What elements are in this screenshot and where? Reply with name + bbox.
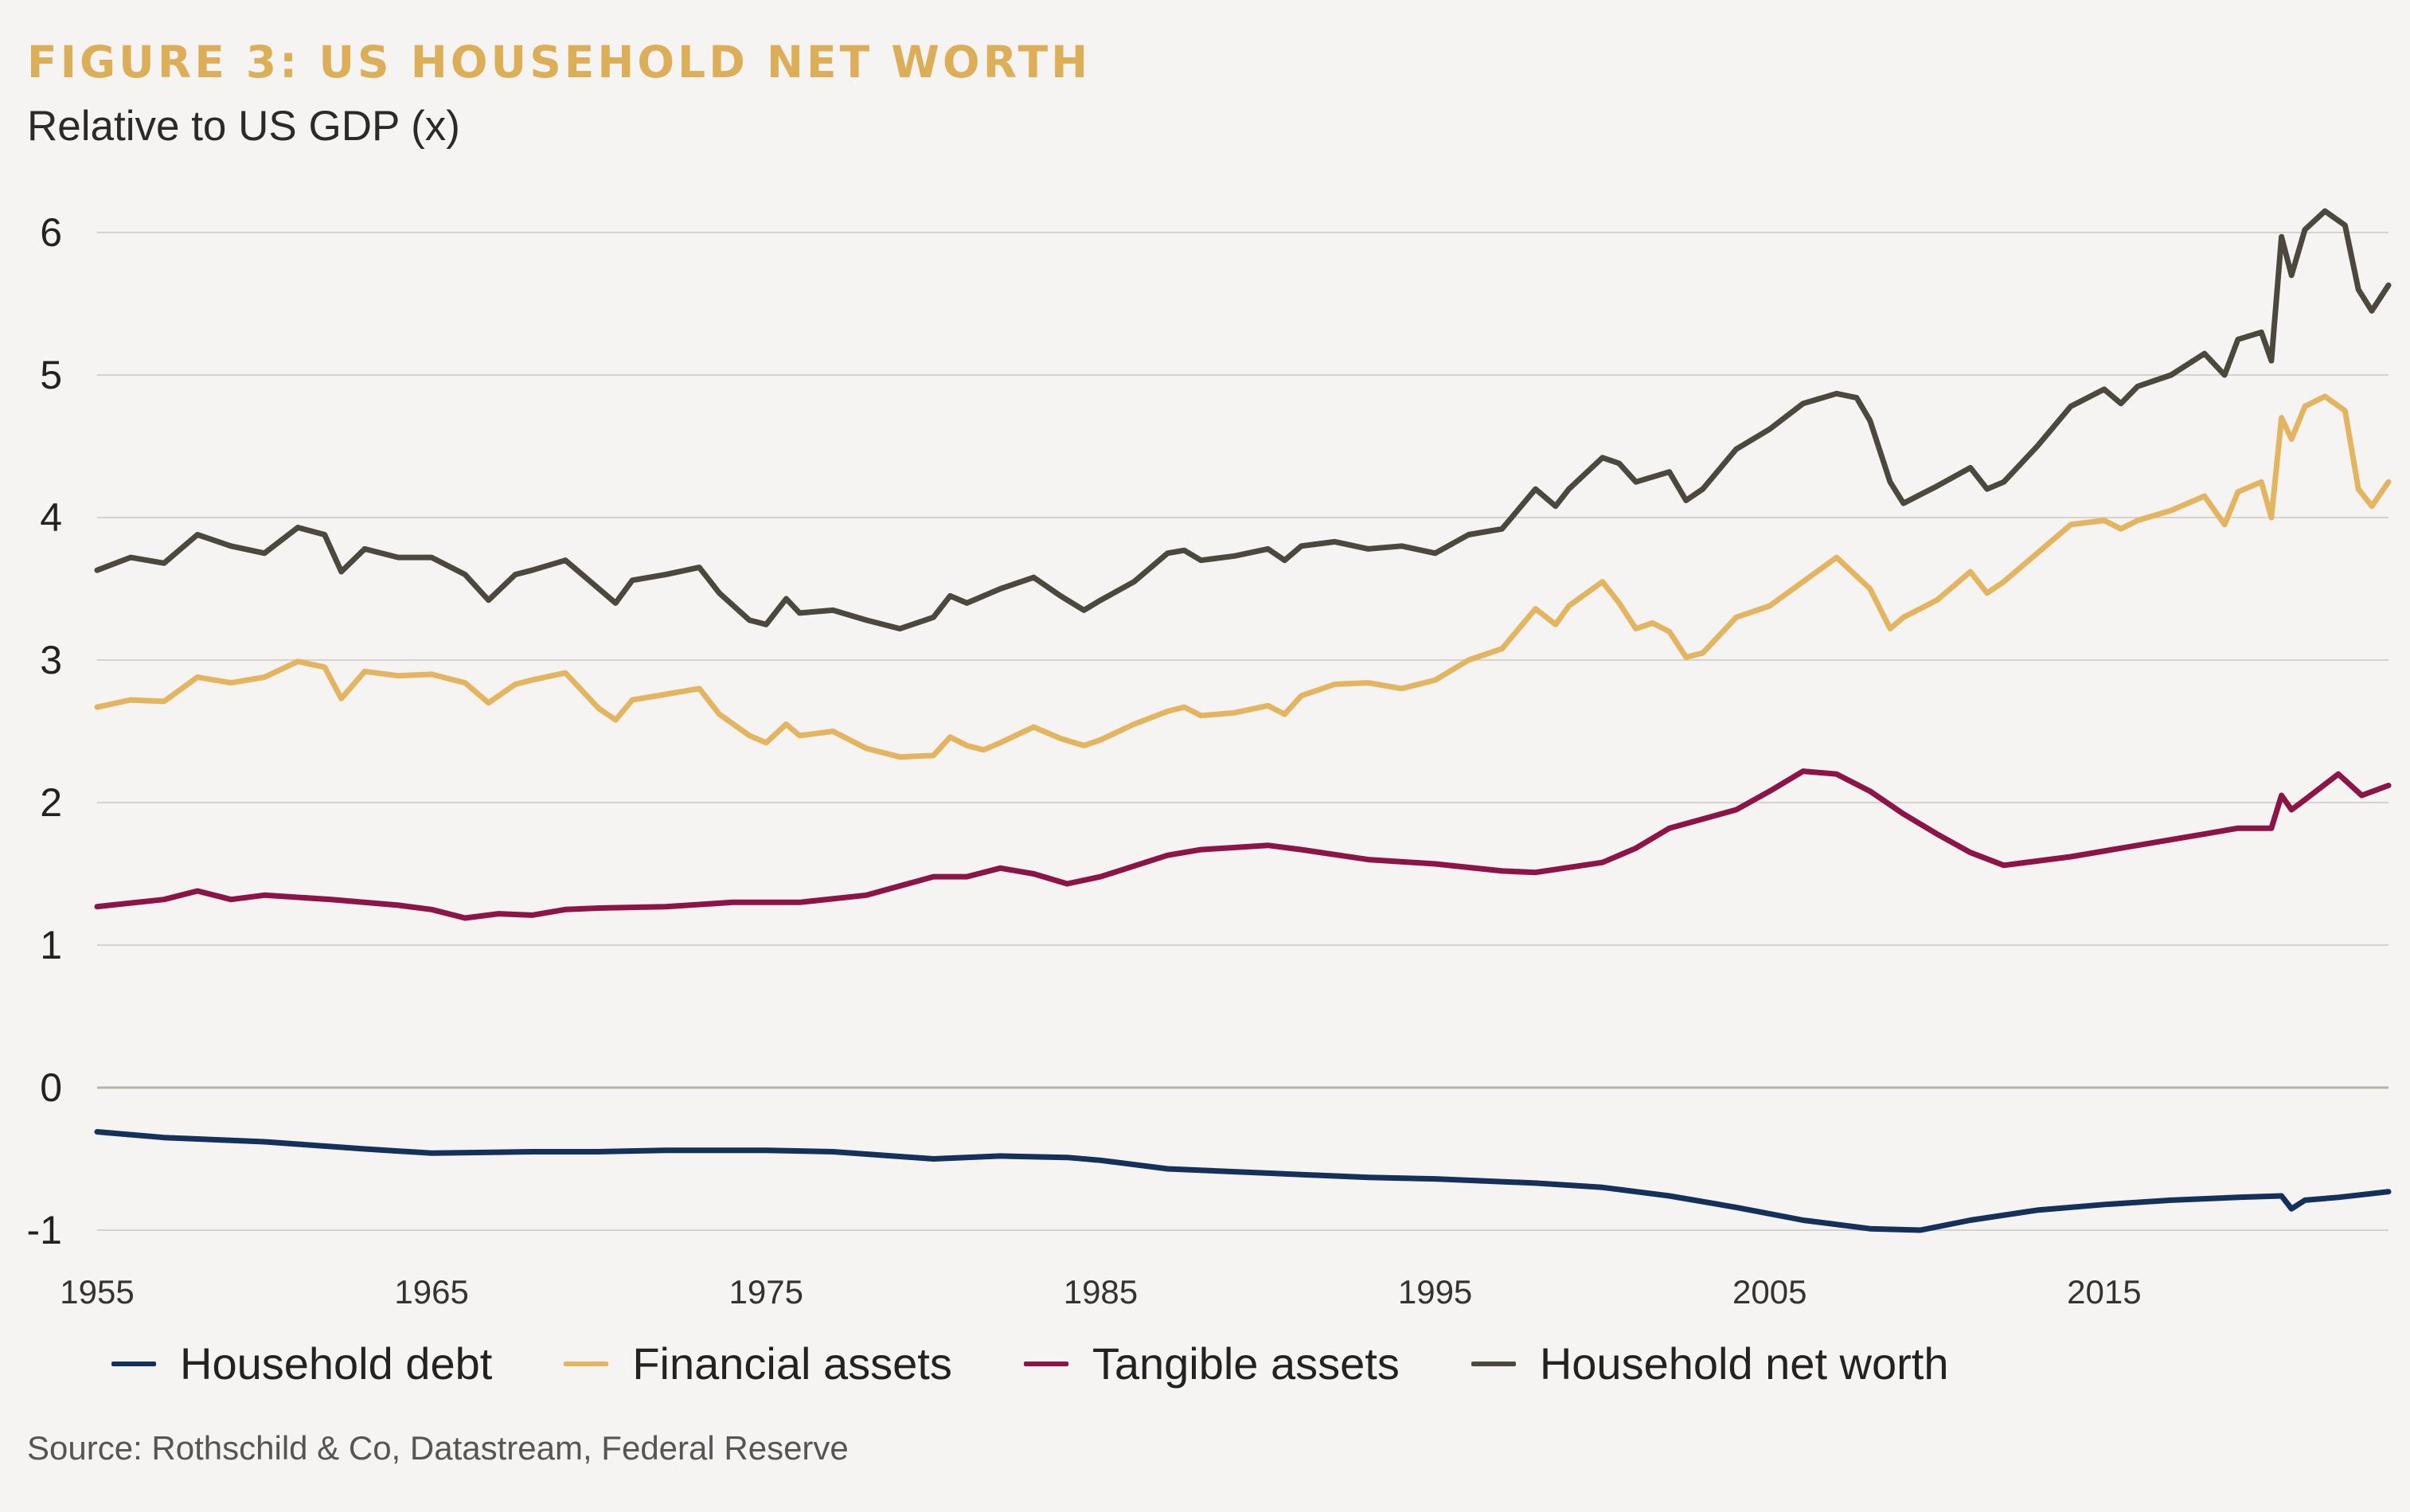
figure-subtitle: Relative to US GDP (x) bbox=[27, 103, 460, 150]
legend-swatch bbox=[564, 1361, 609, 1366]
legend-item: Household net worth bbox=[1471, 1338, 1949, 1389]
series-line-financial-assets bbox=[94, 393, 2392, 760]
source-note: Source: Rothschild & Co, Datastream, Fed… bbox=[27, 1429, 849, 1467]
series-line-tangible-assets bbox=[94, 768, 2392, 921]
x-tick-label: 1985 bbox=[1064, 1273, 1138, 1311]
legend-label: Household debt bbox=[180, 1338, 493, 1389]
legend-swatch bbox=[1471, 1361, 1516, 1366]
x-tick-label: 1965 bbox=[394, 1273, 468, 1311]
x-tick-label: 2005 bbox=[1732, 1273, 1807, 1311]
y-tick-label: 4 bbox=[40, 495, 62, 540]
x-tick-label: 1975 bbox=[729, 1273, 803, 1311]
figure-title: FIGURE 3: US HOUSEHOLD NET WORTH bbox=[27, 37, 1092, 88]
y-tick-label: 0 bbox=[40, 1065, 62, 1110]
gridlines bbox=[97, 232, 2389, 1231]
x-axis-ticks: 1955 1965 1975 1985 1995 2005 2015 bbox=[60, 1273, 2141, 1311]
legend-item: Household debt bbox=[111, 1338, 492, 1389]
chart-legend: Household debt Financial assets Tangible a… bbox=[111, 1338, 2021, 1389]
y-axis-ticks: 6 5 4 3 2 1 0 -1 bbox=[27, 210, 62, 1252]
y-tick-label: 3 bbox=[40, 638, 62, 682]
legend-label: Household net worth bbox=[1539, 1338, 1949, 1389]
legend-swatch bbox=[1023, 1361, 1068, 1366]
legend-label: Tangible assets bbox=[1092, 1338, 1400, 1389]
legend-label: Financial assets bbox=[632, 1338, 952, 1389]
series-lines bbox=[94, 208, 2392, 1233]
y-tick-label: 5 bbox=[40, 353, 62, 397]
y-tick-label: 1 bbox=[40, 923, 62, 967]
series-line-household-debt bbox=[94, 1129, 2392, 1233]
x-tick-label: 1955 bbox=[60, 1273, 134, 1311]
x-tick-label: 1995 bbox=[1398, 1273, 1472, 1311]
y-tick-label: 2 bbox=[40, 780, 62, 825]
legend-item: Financial assets bbox=[564, 1338, 952, 1389]
x-tick-label: 2015 bbox=[2067, 1273, 2141, 1311]
series-line-household-net-worth bbox=[94, 208, 2392, 632]
y-tick-label: -1 bbox=[27, 1208, 62, 1252]
y-tick-label: 6 bbox=[40, 210, 62, 255]
legend-item: Tangible assets bbox=[1023, 1338, 1400, 1389]
legend-swatch bbox=[111, 1361, 156, 1366]
